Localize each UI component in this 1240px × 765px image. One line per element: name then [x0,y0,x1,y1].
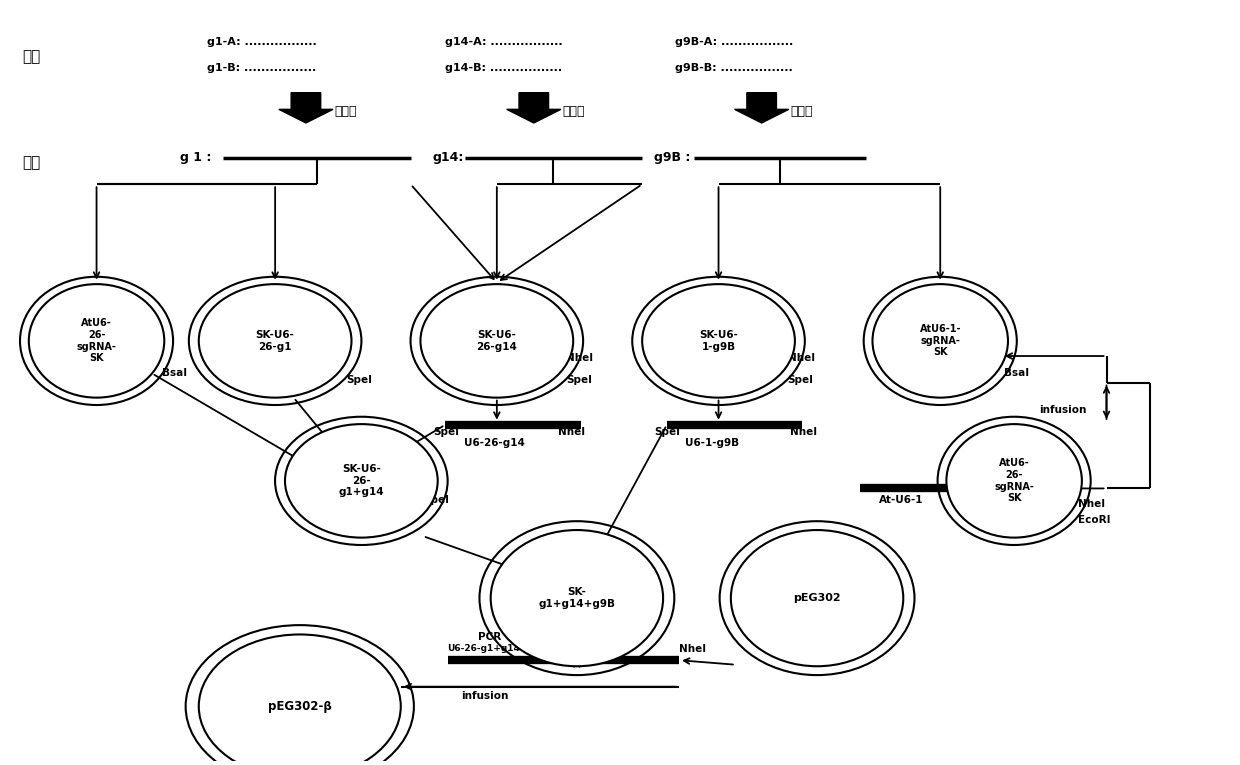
Text: NheI: NheI [680,644,707,654]
Text: g9B-B: .................: g9B-B: ................. [676,63,794,73]
Text: g 1 :: g 1 : [180,151,212,164]
Text: SpeI: SpeI [346,375,372,386]
Text: g9B :: g9B : [655,151,691,164]
Ellipse shape [198,634,401,765]
Text: NheI: NheI [1078,499,1105,509]
Polygon shape [279,93,334,123]
Text: infusion: infusion [461,691,508,701]
Text: 双链化: 双链化 [562,105,584,118]
Text: SpeI: SpeI [423,495,449,505]
Ellipse shape [420,284,573,398]
Text: infusion: infusion [1039,405,1086,415]
Text: BsaI: BsaI [161,369,187,379]
Text: g9B-A: .................: g9B-A: ................. [676,37,794,47]
Polygon shape [734,93,789,123]
Text: EcoRI: EcoRI [1078,515,1111,526]
Text: SK-U6-
26-g14: SK-U6- 26-g14 [476,330,517,352]
Text: 双链化: 双链化 [790,105,812,118]
Text: g1-A: .................: g1-A: ................. [207,37,317,47]
Text: SK-U6-
26-g1: SK-U6- 26-g1 [255,330,295,352]
Text: NheI: NheI [790,428,817,438]
Text: SpeI: SpeI [655,428,681,438]
Text: pEG302: pEG302 [794,593,841,603]
Text: PCR: PCR [479,633,502,643]
Ellipse shape [491,530,663,666]
Text: AtU6-1-
sgRNA-
SK: AtU6-1- sgRNA- SK [920,324,961,357]
Text: g1-B: .................: g1-B: ................. [207,63,316,73]
Text: AtU6-
26-
sgRNA-
SK: AtU6- 26- sgRNA- SK [994,458,1034,503]
Text: SK-U6-
1-g9B: SK-U6- 1-g9B [699,330,738,352]
Text: g14-B: .................: g14-B: ................. [445,63,562,73]
Text: NheI: NheI [787,353,815,363]
Polygon shape [507,93,560,123]
Text: SpeI: SpeI [433,428,459,438]
Text: U6-26-g1+g14+U6-6-g9B: U6-26-g1+g14+U6-6-g9B [448,644,575,653]
Text: SK-U6-
26-
g1+g14: SK-U6- 26- g1+g14 [339,464,384,497]
Text: At-U6-1: At-U6-1 [879,495,923,505]
Text: AtU6-
26-
sgRNA-
SK: AtU6- 26- sgRNA- SK [77,318,117,363]
Text: pEG302-β: pEG302-β [268,700,331,713]
Text: 双链: 双链 [22,155,41,171]
Text: U6-1-g9B: U6-1-g9B [686,438,739,448]
Ellipse shape [946,424,1081,538]
Ellipse shape [285,424,438,538]
Ellipse shape [29,284,164,398]
Text: NheI: NheI [565,353,593,363]
Text: NheI: NheI [558,428,585,438]
Text: SK-
g1+g14+g9B: SK- g1+g14+g9B [538,588,615,609]
Text: SpeI: SpeI [565,375,591,386]
Text: BsaI: BsaI [1004,369,1029,379]
Text: U6-26-g14: U6-26-g14 [464,438,525,448]
Ellipse shape [730,530,903,666]
Ellipse shape [198,284,351,398]
Ellipse shape [873,284,1008,398]
Text: SpeI: SpeI [787,375,813,386]
Ellipse shape [642,284,795,398]
Text: 单链: 单链 [22,50,41,64]
Text: 双链化: 双链化 [335,105,357,118]
Text: g14-A: .................: g14-A: ................. [445,37,563,47]
Text: g14:: g14: [433,151,464,164]
